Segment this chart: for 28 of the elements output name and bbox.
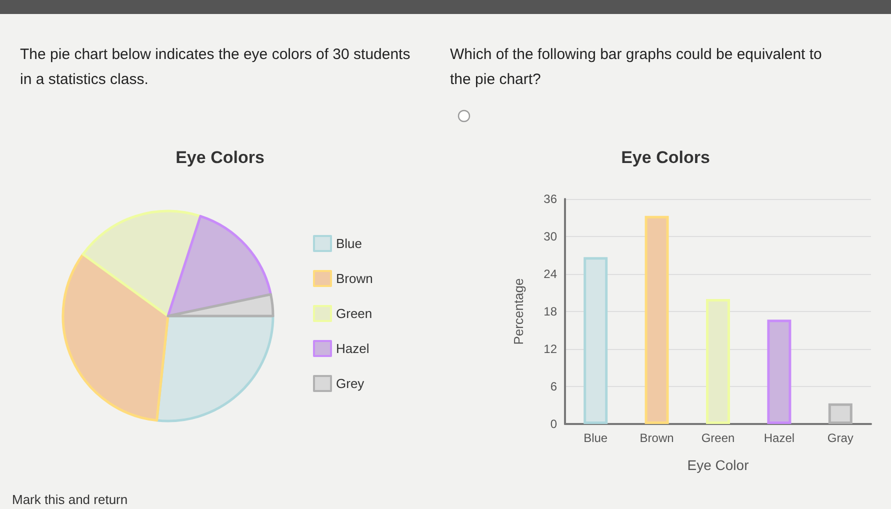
y-axis-title: Percentage [511,278,526,345]
x-tick-label: Blue [584,431,608,445]
x-axis-title: Eye Color [687,457,750,473]
x-tick-label: Gray [827,431,854,445]
chart-title: Eye Colors [176,148,264,167]
y-tick-label: 36 [544,192,558,206]
legend-label: Hazel [336,341,370,356]
text: Which of the following bar graphs could be equivalent to the pie chart? [450,45,823,90]
chart-title: Eye Colors [621,148,710,167]
x-tick-label: Hazel [764,431,795,445]
text: The pie chart below indicates the eye colors of 30 students in a statistics class. [20,45,412,90]
y-tick-label: 6 [550,380,558,394]
bar [828,403,852,424]
x-tick-label: Brown [640,431,674,445]
legend-label: Grey [336,376,365,391]
y-tick-label: 24 [544,267,558,281]
legend-label: Blue [336,236,362,251]
x-tick-label: Green [701,431,735,445]
y-tick-label: 18 [544,304,558,318]
legend-label: Green [336,306,372,321]
bar [706,299,730,424]
bar [767,320,792,424]
y-tick-label: 12 [544,342,558,356]
legend-label: Brown [336,271,373,286]
text: Mark this and return [12,492,128,507]
y-tick-label: 30 [544,230,558,244]
bar [644,216,669,424]
y-tick-label: 0 [550,417,558,431]
